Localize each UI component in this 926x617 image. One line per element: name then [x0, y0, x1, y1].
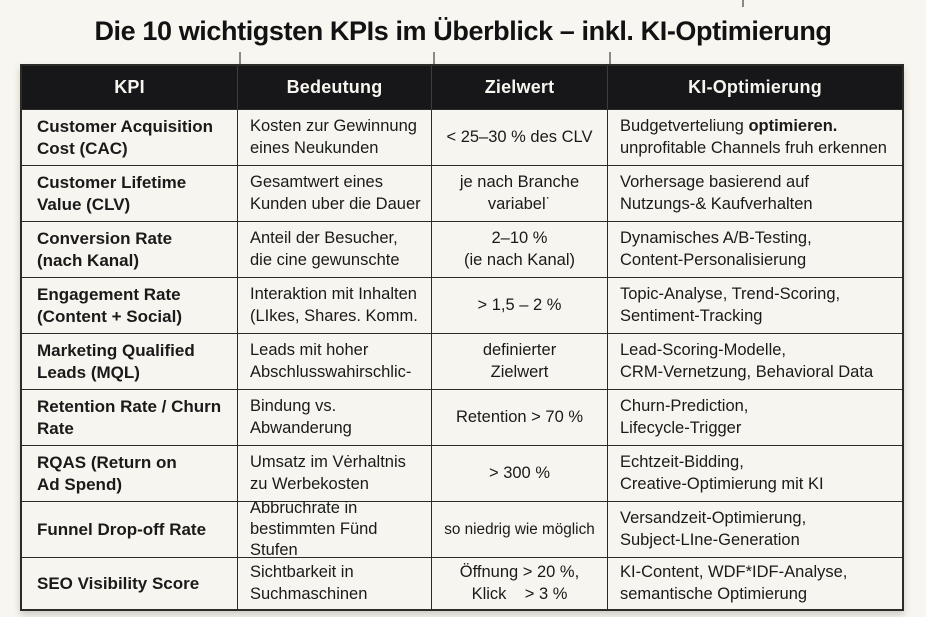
kpi-name: Conversion Rate (nach Kanal) — [37, 228, 173, 270]
table-row-cell-zielwert: definierter Zielwert — [432, 333, 608, 389]
kpi-name: Marketing Qualified Leads (MQL) — [37, 340, 195, 382]
bedeutung-text: Interaktion mit Inhalten (LIkes, Shares.… — [250, 285, 418, 325]
ki-text: Dynamisches A/B-Testing, Content-Persona… — [620, 229, 812, 269]
zielwert-text: Öffnung > 20 %, Klick > 3 % — [459, 563, 580, 603]
table-row-cell-kpi: Customer Lifetime Value (CLV) — [22, 165, 238, 221]
kpi-name: RQAS (Return on Ad Spend) — [37, 452, 177, 494]
bedeutung-text: Leads mit hoher Abschlusswahirschlic- — [250, 341, 412, 381]
table-row-cell-kpi: Conversion Rate (nach Kanal) — [22, 221, 238, 277]
header-ki-optimierung: KI-Optimierung — [608, 66, 902, 109]
zielwert-text: je nach Branche variabel˙ — [459, 173, 580, 213]
ki-text: KI-Content, WDF*IDF-Analyse, semantische… — [620, 563, 848, 603]
ki-text: Topic-Analyse, Trend-Scoring, Sentiment-… — [620, 285, 841, 325]
ki-text: Echtzeit-Bidding, Creative-Optimierung m… — [620, 453, 824, 493]
table-row-cell-kpi: Engagement Rate (Content + Social) — [22, 277, 238, 333]
bedeutung-text: Abbruchrate in bestimmten Fünd Stufen — [250, 498, 378, 560]
bedeutung-text: Anteil der Besucher, die cine gewunschte — [250, 229, 400, 269]
ki-text: Versandzeit-Optimierung, Subject-LIne-Ge… — [620, 509, 807, 549]
header-bedeutung: Bedeutung — [238, 66, 432, 109]
table-row-cell-ki: Versandzeit-Optimierung, Subject-LIne-Ge… — [608, 501, 902, 557]
table-row-cell-zielwert: > 1,5 – 2 % — [432, 277, 608, 333]
table-row-cell-zielwert: > 300 % — [432, 445, 608, 501]
ki-text: Budgetverteliung optimieren. unprofitabl… — [620, 116, 887, 158]
column-tick — [609, 52, 611, 64]
column-tick — [433, 52, 435, 64]
zielwert-text: definierter Zielwert — [482, 341, 557, 381]
table-row-cell-kpi: Customer Acquisition Cost (CAC) — [22, 109, 238, 165]
table-row-cell-zielwert: Öffnung > 20 %, Klick > 3 % — [432, 557, 608, 609]
zielwert-text: > 300 % — [488, 463, 550, 482]
bedeutung-text: Gesamtwert eines Kunden uber die Dauer — [250, 173, 421, 213]
kpi-table: KPI Bedeutung Zielwert KI-Optimierung Cu… — [20, 64, 904, 611]
ki-text: Lead-Scoring-Modelle, CRM-Vernetzung, Be… — [620, 341, 874, 381]
table-row-cell-bedeutung: Interaktion mit Inhalten (LIkes, Shares.… — [238, 277, 432, 333]
table-row-cell-ki: KI-Content, WDF*IDF-Analyse, semantische… — [608, 557, 902, 609]
table-row-cell-ki: Budgetverteliung optimieren. unprofitabl… — [608, 109, 902, 165]
zielwert-text: < 25–30 % des CLV — [446, 127, 593, 146]
zielwert-text: 2–10 % (ie nach Kanal) — [464, 229, 575, 269]
table-row-cell-kpi: Marketing Qualified Leads (MQL) — [22, 333, 238, 389]
kpi-name: SEO Visibility Score — [37, 573, 200, 593]
ki-text-suffix: unprofitable Channels fruh erkennen — [620, 138, 887, 157]
table-row-cell-bedeutung: Bindung vs. Abwanderung — [238, 389, 432, 445]
bedeutung-text: Umsatz im Vėrhaltnis zu Werbekosten — [250, 453, 406, 493]
table-row-cell-zielwert: < 25–30 % des CLV — [432, 109, 608, 165]
table-row-cell-zielwert: je nach Branche variabel˙ — [432, 165, 608, 221]
ki-text: Churn-Prediction, Lifecycle-Trigger — [620, 397, 749, 437]
zielwert-text: Retention > 70 % — [455, 407, 584, 426]
bedeutung-text: Bindung vs. Abwanderung — [250, 397, 352, 437]
bedeutung-text: Sichtbarkeit in Suchmaschinen — [250, 563, 368, 603]
table-row-cell-kpi: RQAS (Return on Ad Spend) — [22, 445, 238, 501]
table-row-cell-bedeutung: Umsatz im Vėrhaltnis zu Werbekosten — [238, 445, 432, 501]
header-zielwert: Zielwert — [432, 66, 608, 109]
table-row-cell-zielwert: 2–10 % (ie nach Kanal) — [432, 221, 608, 277]
table-row-cell-ki: Topic-Analyse, Trend-Scoring, Sentiment-… — [608, 277, 902, 333]
page-title: Die 10 wichtigsten KPIs im Überblick – i… — [94, 16, 832, 46]
bedeutung-text: Kosten zur Gewinnung eines Neukunden — [250, 117, 417, 157]
table-row-cell-bedeutung: Leads mit hoher Abschlusswahirschlic- — [238, 333, 432, 389]
table-row-cell-ki: Churn-Prediction, Lifecycle-Trigger — [608, 389, 902, 445]
table-row-cell-bedeutung: Sichtbarkeit in Suchmaschinen — [238, 557, 432, 609]
kpi-name: Customer Acquisition Cost (CAC) — [37, 116, 213, 158]
kpi-name: Retention Rate / Churn Rate — [37, 396, 222, 438]
zielwert-text: so niedrig wie möglich — [444, 520, 595, 538]
table-row-cell-kpi: Retention Rate / Churn Rate — [22, 389, 238, 445]
table-row-cell-ki: Echtzeit-Bidding, Creative-Optimierung m… — [608, 445, 902, 501]
column-tick — [239, 52, 241, 64]
table-row-cell-bedeutung: Gesamtwert eines Kunden uber die Dauer — [238, 165, 432, 221]
table-row-cell-kpi: SEO Visibility Score — [22, 557, 238, 609]
header-kpi: KPI — [22, 66, 238, 109]
ki-text: Vorhersage basierend auf Nutzungs-& Kauf… — [620, 173, 813, 213]
table-row-cell-zielwert: Retention > 70 % — [432, 389, 608, 445]
kpi-name: Engagement Rate (Content + Social) — [37, 284, 182, 326]
kpi-name: Funnel Drop-off Rate — [37, 519, 207, 539]
table-row-cell-ki: Vorhersage basierend auf Nutzungs-& Kauf… — [608, 165, 902, 221]
table-row-cell-bedeutung: Abbruchrate in bestimmten Fünd Stufen — [238, 499, 432, 559]
table-row-cell-kpi: Funnel Drop-off Rate — [22, 501, 238, 557]
table-row-cell-bedeutung: Anteil der Besucher, die cine gewunschte — [238, 221, 432, 277]
stray-mark — [742, 0, 744, 7]
zielwert-text: > 1,5 – 2 % — [477, 295, 562, 314]
ki-text-bold: optimieren. — [748, 117, 838, 136]
kpi-name: Customer Lifetime Value (CLV) — [37, 172, 187, 214]
ki-text-prefix: Budgetverteliung — [620, 117, 749, 136]
table-row-cell-ki: Lead-Scoring-Modelle, CRM-Vernetzung, Be… — [608, 333, 902, 389]
table-row-cell-ki: Dynamisches A/B-Testing, Content-Persona… — [608, 221, 902, 277]
table-row-cell-zielwert: so niedrig wie möglich — [432, 501, 608, 557]
table-row-cell-bedeutung: Kosten zur Gewinnung eines Neukunden — [238, 109, 432, 165]
